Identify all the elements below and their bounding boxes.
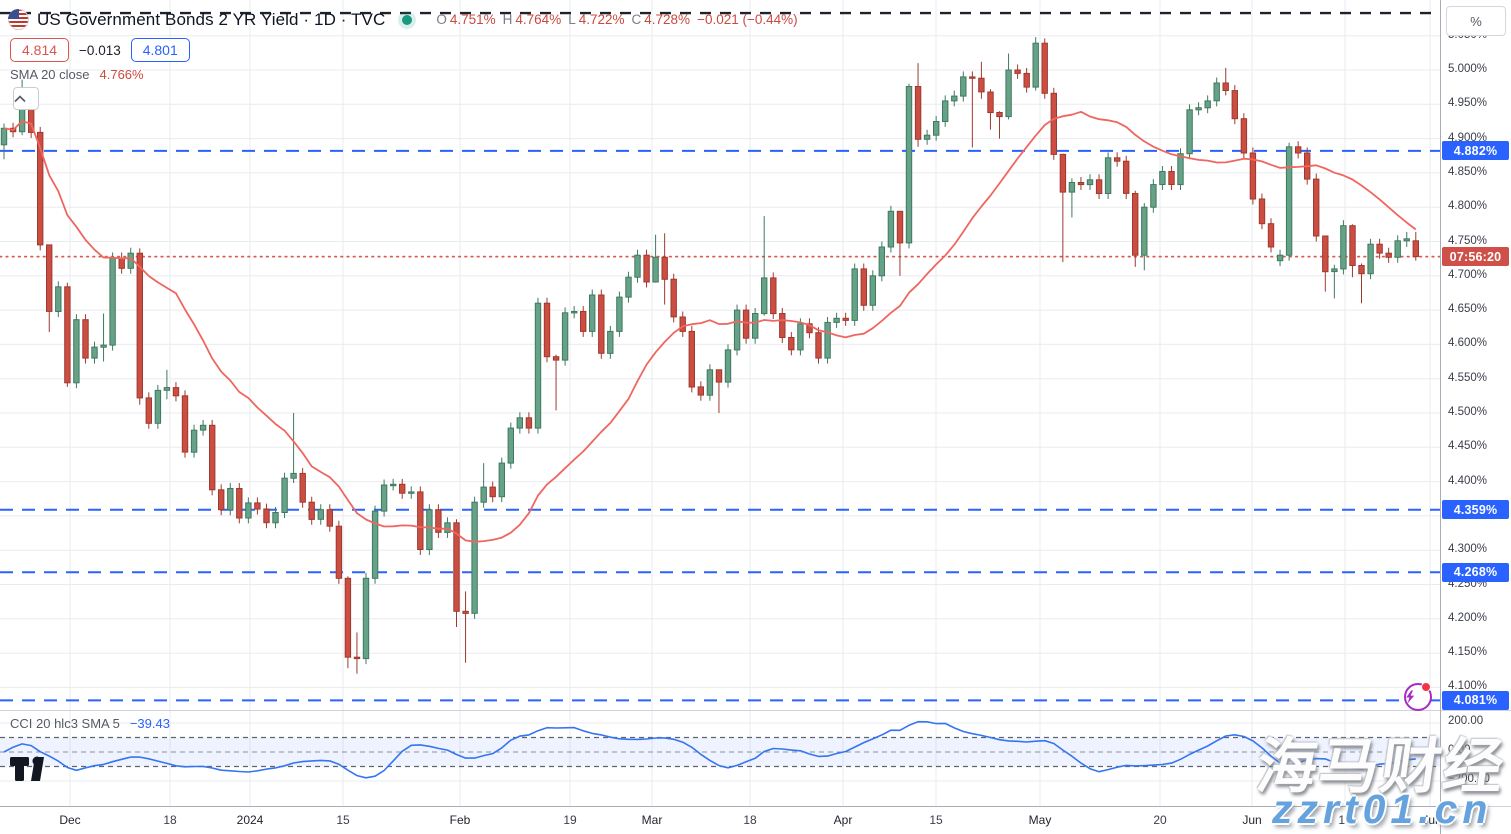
high-label: H	[502, 12, 513, 27]
cci-indicator-pane[interactable]	[0, 710, 1440, 806]
cci-value: −39.43	[129, 716, 170, 731]
low-value: 4.722%	[578, 12, 625, 27]
price-axis-label: 5.000%	[1448, 63, 1488, 75]
time-axis-label: Mar	[641, 813, 663, 827]
close-value: 4.728%	[644, 12, 691, 27]
cci-axis-label: −200.00	[1448, 773, 1490, 785]
alert-red-dot	[1421, 682, 1431, 692]
price-axis-label: 4.750%	[1448, 234, 1488, 247]
sma-legend[interactable]: SMA 20 close 4.766%	[10, 67, 144, 82]
price-axis-label: 4.450%	[1448, 440, 1488, 453]
price-level-badge: 4.882%	[1442, 141, 1509, 161]
countdown-badge: 07:56:20	[1442, 247, 1509, 267]
time-axis-label: Jul	[1422, 813, 1438, 827]
price-level-badge: 4.081%	[1442, 690, 1509, 710]
price-axis-label: 4.400%	[1448, 474, 1488, 487]
price-axis-label: 4.200%	[1448, 611, 1488, 624]
time-axis-label: Jun	[1242, 813, 1262, 827]
chevron-up-icon	[14, 94, 26, 102]
price-level-badge: 4.359%	[1442, 500, 1509, 520]
time-axis-label: 20	[1153, 813, 1167, 827]
axis-separator	[1441, 806, 1511, 807]
high-value: 4.764%	[515, 12, 562, 27]
spread-value: −0.013	[79, 42, 121, 58]
time-axis-label: 18	[163, 813, 177, 827]
price-level-badge: 4.268%	[1442, 562, 1509, 582]
buy-button[interactable]: 4.801	[130, 38, 190, 62]
pane-collapse-button[interactable]	[13, 87, 39, 110]
sell-button[interactable]: 4.814	[10, 38, 70, 62]
time-axis-label: Dec	[59, 813, 81, 827]
cci-axis-label: 200.00	[1448, 715, 1484, 727]
low-label: L	[568, 12, 576, 27]
price-axis[interactable]: 5.050%5.000%4.950%4.900%4.850%4.800%4.75…	[1440, 0, 1511, 834]
bid-ask-row: 4.814 −0.013 4.801	[10, 38, 190, 62]
time-axis-label: 15	[929, 813, 943, 827]
open-value: 4.751%	[449, 12, 496, 27]
time-axis-label: 17	[1338, 813, 1352, 827]
time-axis-label: Feb	[449, 813, 471, 827]
price-axis-label: 4.300%	[1448, 543, 1488, 556]
tradingview-logo-icon	[10, 756, 44, 781]
symbol-legend: US Government Bonds 2 YR Yield · 1D · TV…	[8, 9, 798, 30]
watermark-url: zzrt01.cn	[1272, 786, 1493, 832]
alert-icon[interactable]	[1404, 682, 1432, 711]
price-chart-pane[interactable]	[0, 0, 1440, 710]
symbol-title[interactable]: US Government Bonds 2 YR Yield · 1D · TV…	[37, 9, 386, 29]
time-axis-label: 2024	[236, 813, 264, 827]
price-axis-label: 4.850%	[1448, 165, 1488, 178]
sma-label: SMA 20 close	[10, 67, 90, 82]
time-axis-label: Apr	[833, 813, 853, 827]
price-axis-label: 4.500%	[1448, 406, 1488, 418]
time-axis-label: 18	[743, 813, 757, 827]
percent-scale-button[interactable]: %	[1446, 6, 1506, 36]
sma-value: 4.766%	[99, 67, 144, 82]
price-axis-label: 4.150%	[1448, 646, 1488, 659]
price-axis-label: 4.100%	[1448, 680, 1488, 693]
cci-legend[interactable]: CCI 20 hlc3 SMA 5 −39.43	[10, 716, 170, 731]
pane-separator	[1441, 710, 1511, 711]
time-axis-label: May	[1028, 813, 1052, 827]
price-axis-label: 4.950%	[1448, 97, 1488, 110]
price-axis-label: 4.600%	[1448, 337, 1488, 350]
close-label: C	[631, 12, 642, 27]
us-flag-icon	[8, 9, 29, 30]
time-axis-label: 15	[336, 813, 350, 827]
price-axis-label: 4.650%	[1448, 303, 1488, 316]
price-axis-label: 4.700%	[1448, 268, 1488, 281]
cci-axis-label: 0.00	[1448, 744, 1471, 756]
change-value: −0.021 (−0.44%)	[697, 12, 798, 27]
price-axis-label: 4.900%	[1448, 131, 1488, 144]
price-axis-label: 4.800%	[1448, 200, 1488, 213]
open-label: O	[436, 12, 447, 27]
ohlc-values: O 4.751% H 4.764% L 4.722% C 4.728% −0.021 (…	[436, 12, 797, 27]
cci-label: CCI 20 hlc3 SMA 5	[10, 716, 120, 731]
market-open-icon[interactable]	[402, 14, 413, 25]
time-axis-label: 19	[563, 813, 577, 827]
time-axis[interactable]: Dec 18 2024 15 Feb 19 Mar 18 Apr 15 May 20 Jun 17 Jul	[0, 806, 1440, 834]
price-axis-label: 4.550%	[1448, 371, 1488, 384]
